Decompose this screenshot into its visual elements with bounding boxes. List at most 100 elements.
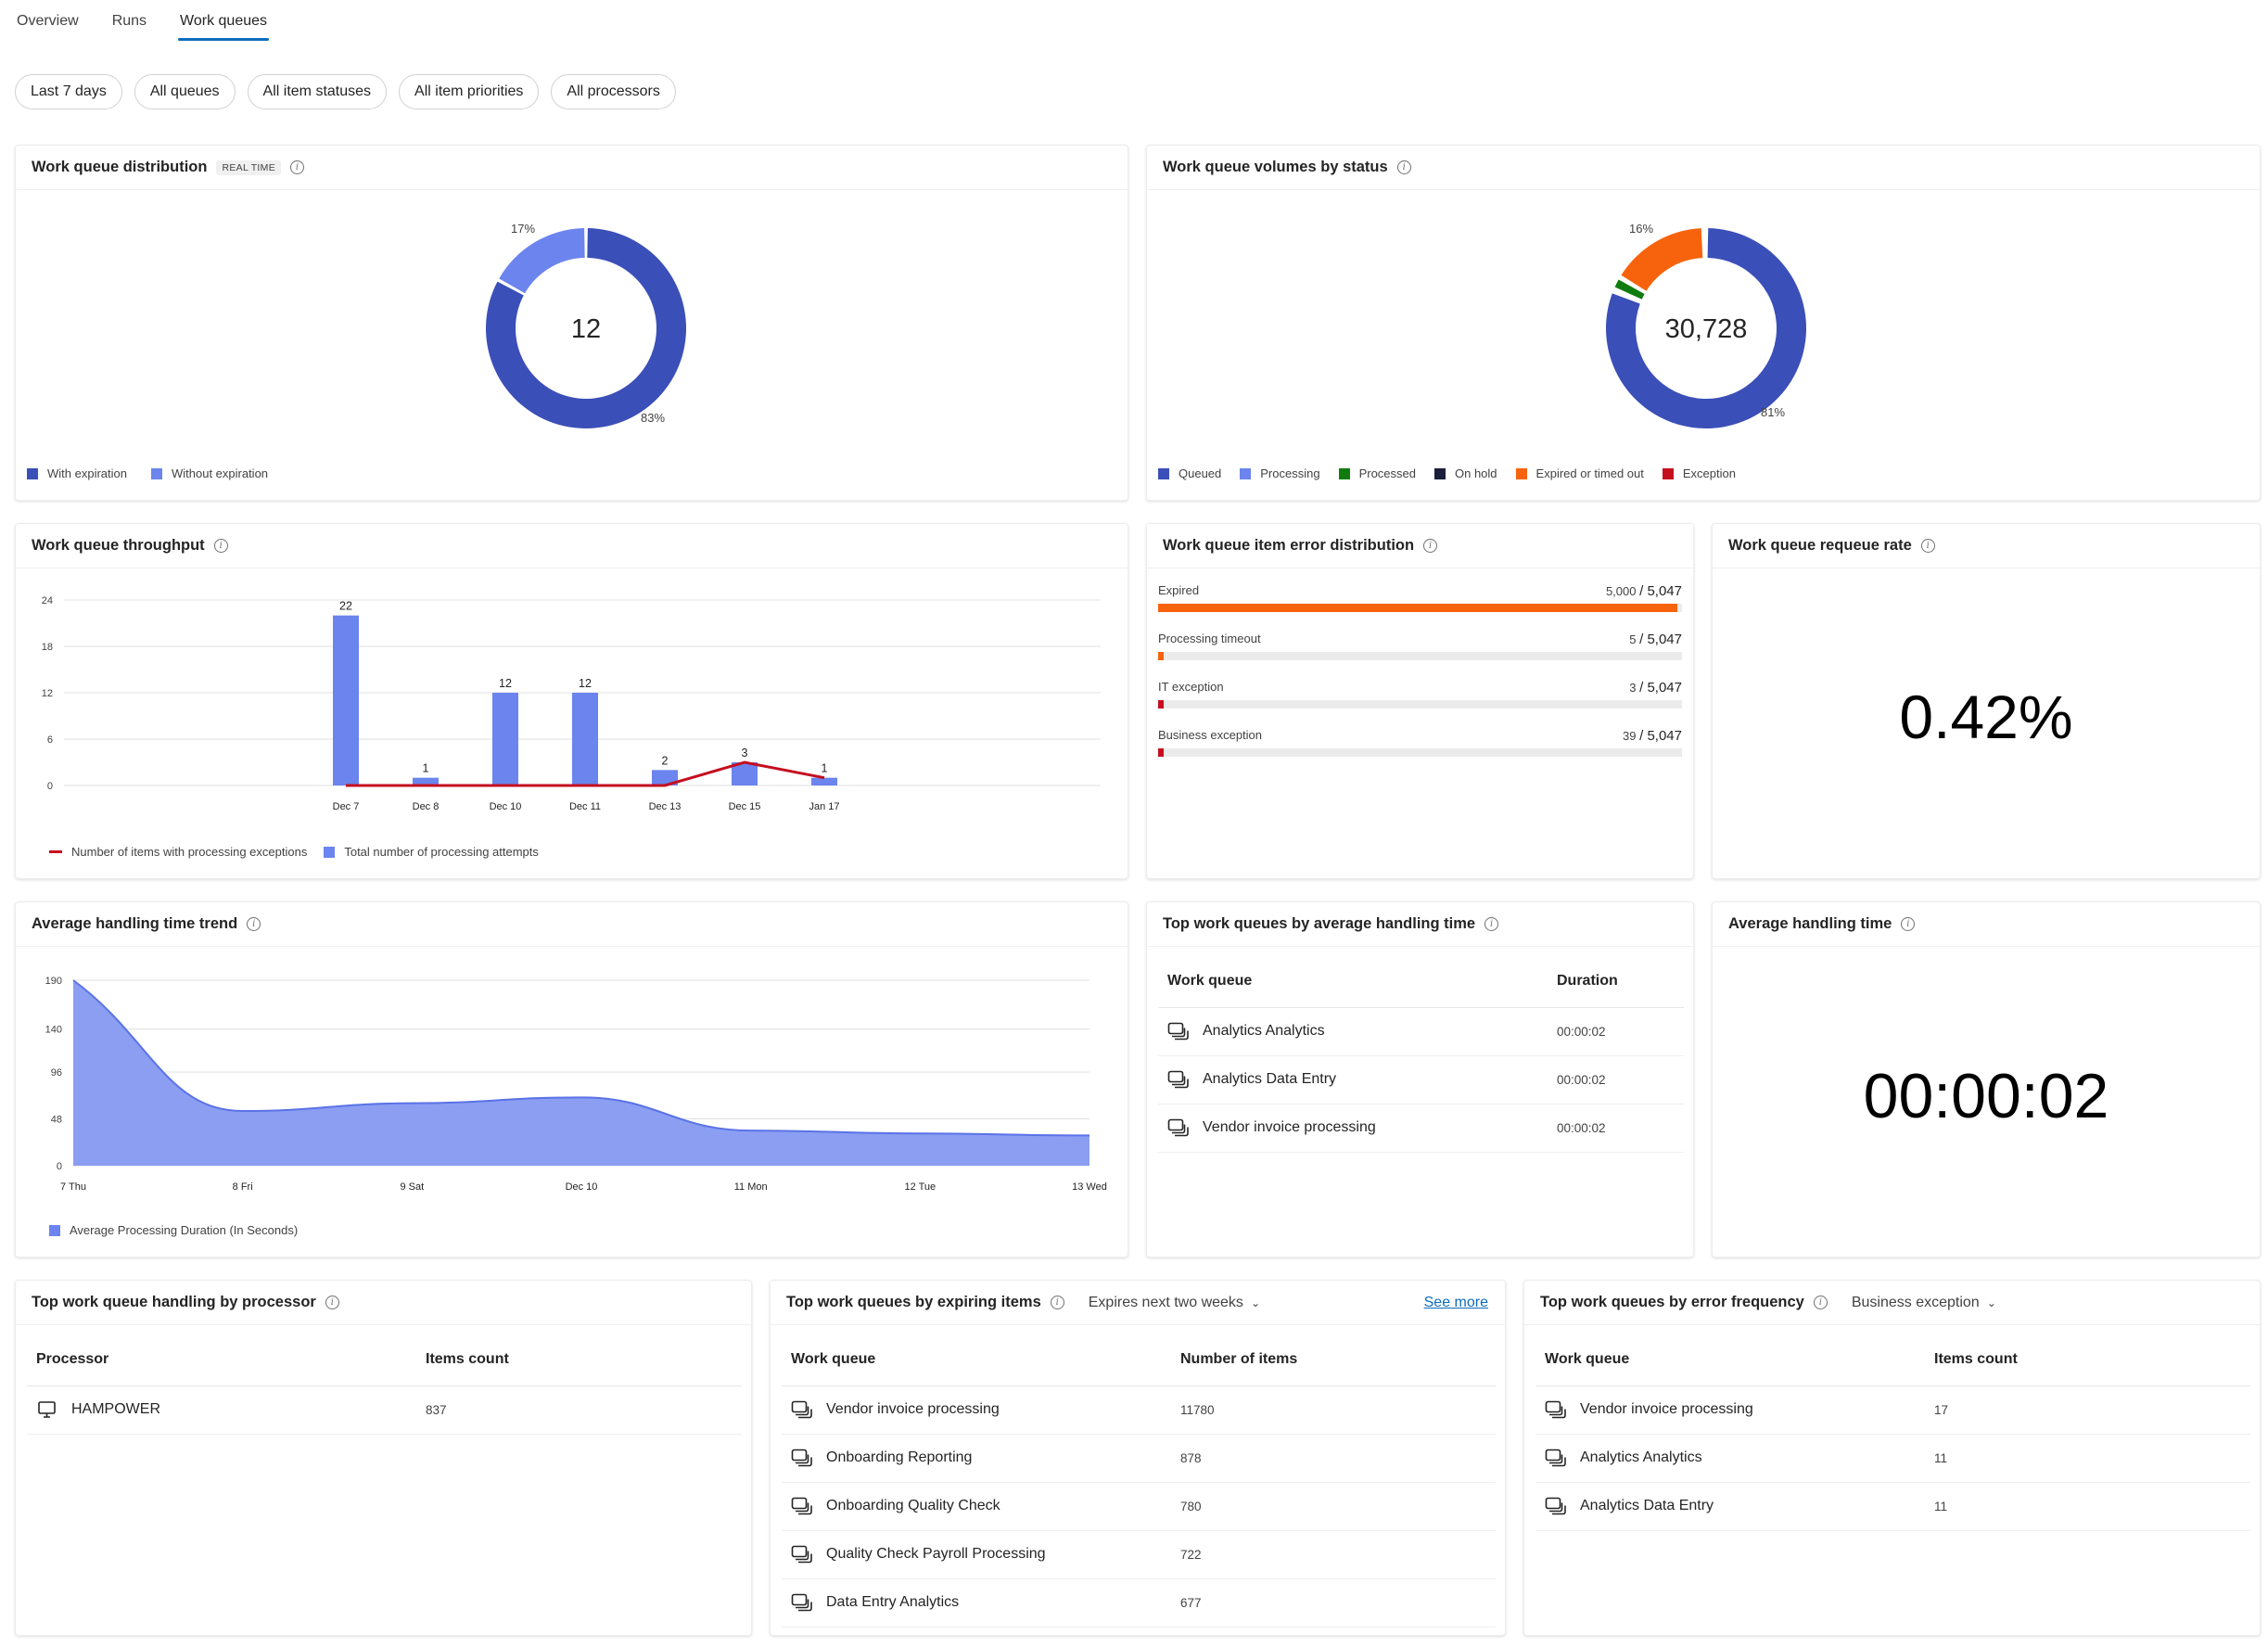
error-row[interactable]: Business exception 39 / 5,047: [1158, 728, 1682, 760]
error-value: 5 / 5,047: [1629, 632, 1682, 647]
info-icon[interactable]: i: [1484, 917, 1499, 931]
table-row[interactable]: Analytics Analytics 00:00:02: [1158, 1007, 1684, 1056]
legend-expired[interactable]: Expired or timed out: [1515, 466, 1644, 480]
table-row[interactable]: Analytics Data Entry 11: [1535, 1482, 2250, 1531]
table-row[interactable]: Analytics Analytics 11: [1535, 1434, 2250, 1483]
row-value: 837: [416, 1385, 742, 1435]
bar-value-label: 2: [662, 754, 669, 767]
row-value: 17: [1925, 1385, 2250, 1435]
bar[interactable]: [413, 777, 439, 785]
row-name-cell: Onboarding Quality Check: [782, 1482, 1171, 1531]
tab-runs[interactable]: Runs: [111, 13, 147, 29]
col-number-of-items[interactable]: Number of items: [1171, 1334, 1496, 1386]
col-items-count[interactable]: Items count: [416, 1334, 742, 1386]
bar[interactable]: [811, 777, 837, 785]
tab-overview[interactable]: Overview: [17, 13, 79, 29]
pct-expired-label: 16%: [1629, 222, 1653, 236]
tab-work-queues[interactable]: Work queues: [178, 9, 270, 41]
exceptions-line[interactable]: [346, 760, 825, 787]
table-row[interactable]: Onboarding Reporting 878: [782, 1434, 1496, 1483]
legend-on-hold[interactable]: On hold: [1434, 466, 1497, 480]
table-row[interactable]: HAMPOWER 837: [27, 1385, 742, 1435]
info-icon[interactable]: i: [1920, 539, 1935, 553]
col-items-count[interactable]: Items count: [1925, 1334, 2250, 1386]
processed-slice[interactable]: [1614, 279, 1645, 300]
aht-area[interactable]: [73, 980, 1089, 1166]
filter-queues[interactable]: All queues: [134, 74, 236, 109]
info-icon[interactable]: i: [213, 539, 228, 553]
table-row[interactable]: Data Entry Analytics 677: [782, 1578, 1496, 1628]
info-icon[interactable]: i: [1901, 917, 1916, 931]
with-expiration-slice[interactable]: [486, 228, 686, 429]
filter-item-priorities[interactable]: All item priorities: [399, 74, 540, 109]
distribution-card: Work queue distribution REAL TIME i 12 1…: [15, 145, 1128, 501]
volumes-legend: Queued Processing Processed On hold Expi…: [1158, 466, 1736, 480]
distribution-legend: With expiration Without expiration: [27, 466, 268, 480]
col-processor[interactable]: Processor: [27, 1334, 416, 1386]
filter-date-range[interactable]: Last 7 days: [15, 74, 122, 109]
legend-label: Without expiration: [171, 466, 269, 480]
table-row[interactable]: Quality Check Payroll Processing 722: [782, 1530, 1496, 1579]
table-row[interactable]: Analytics Data Entry 00:00:02: [1158, 1055, 1684, 1104]
bar-value-label: 1: [423, 762, 429, 775]
filter-processors[interactable]: All processors: [551, 74, 676, 109]
legend-swatch: [49, 1224, 60, 1236]
legend-queued[interactable]: Queued: [1158, 466, 1221, 480]
legend-exceptions[interactable]: Number of items with processing exceptio…: [49, 845, 307, 859]
x-tick-label: Jan 17: [809, 801, 839, 812]
bar[interactable]: [652, 770, 678, 785]
bar-value-label: 3: [742, 747, 748, 760]
info-icon[interactable]: i: [1423, 539, 1438, 553]
legend-attempts[interactable]: Total number of processing attempts: [324, 845, 539, 859]
legend-with-expiration[interactable]: With expiration: [27, 466, 127, 480]
table-row[interactable]: Onboarding Quality Check 780: [782, 1482, 1496, 1531]
row-value: 00:00:02: [1548, 1104, 1684, 1153]
table-row[interactable]: Vendor invoice processing 11780: [782, 1385, 1496, 1435]
x-tick-label: Dec 11: [569, 801, 601, 812]
error-row[interactable]: IT exception 3 / 5,047: [1158, 680, 1682, 711]
error-bar-track: [1158, 700, 1682, 709]
pct-queued-label: 81%: [1761, 405, 1785, 419]
row-value: 722: [1171, 1530, 1496, 1579]
table-row[interactable]: Vendor invoice processing 17: [1535, 1385, 2250, 1435]
legend-without-expiration[interactable]: Without expiration: [150, 466, 269, 480]
error-row[interactable]: Expired 5,000 / 5,047: [1158, 583, 1682, 615]
queued-slice[interactable]: [1606, 228, 1806, 428]
legend-processed[interactable]: Processed: [1338, 466, 1416, 480]
error-bar-track: [1158, 748, 1682, 757]
expiry-dropdown[interactable]: Expires next two weeks ⌄: [1089, 1295, 1260, 1311]
col-work-queue[interactable]: Work queue: [1535, 1334, 1925, 1386]
table-row[interactable]: Vendor invoice processing 00:00:02: [1158, 1104, 1684, 1153]
legend-processing[interactable]: Processing: [1240, 466, 1320, 480]
bar[interactable]: [492, 693, 518, 785]
legend-avg-duration[interactable]: Average Processing Duration (In Seconds): [49, 1223, 298, 1237]
filter-item-statuses[interactable]: All item statuses: [247, 74, 388, 109]
info-icon[interactable]: i: [290, 160, 305, 174]
row-value: 00:00:02: [1548, 1055, 1684, 1104]
info-icon[interactable]: i: [1396, 160, 1411, 174]
without-expiration-slice[interactable]: [499, 228, 585, 294]
bar[interactable]: [333, 615, 359, 785]
info-icon[interactable]: i: [325, 1296, 339, 1309]
error-type-dropdown[interactable]: Business exception ⌄: [1852, 1295, 1996, 1311]
info-icon[interactable]: i: [1813, 1296, 1828, 1309]
y-tick-label: 0: [57, 1161, 62, 1172]
bar-value-label: 12: [499, 677, 512, 690]
error-row[interactable]: Processing timeout 5 / 5,047: [1158, 632, 1682, 663]
row-value: 780: [1171, 1482, 1496, 1531]
card-header: Top work queue handling by processor i: [16, 1281, 751, 1325]
row-name-cell: Vendor invoice processing: [782, 1385, 1171, 1435]
realtime-badge: REAL TIME: [216, 160, 282, 175]
col-duration[interactable]: Duration: [1548, 956, 1684, 1008]
expired-slice[interactable]: [1621, 228, 1703, 291]
see-more-link[interactable]: See more: [1423, 1294, 1488, 1310]
row-name: Analytics Data Entry: [1203, 1071, 1337, 1088]
filter-bar: Last 7 days All queues All item statuses…: [15, 74, 676, 109]
col-work-queue[interactable]: Work queue: [782, 1334, 1171, 1386]
info-icon[interactable]: i: [1050, 1296, 1064, 1309]
info-icon[interactable]: i: [247, 917, 261, 931]
col-work-queue[interactable]: Work queue: [1158, 956, 1548, 1008]
bar[interactable]: [572, 693, 598, 785]
legend-exception[interactable]: Exception: [1662, 466, 1736, 480]
top-aht-table: Work queue Duration Analytics Analytics 00…: [1158, 956, 1684, 1153]
